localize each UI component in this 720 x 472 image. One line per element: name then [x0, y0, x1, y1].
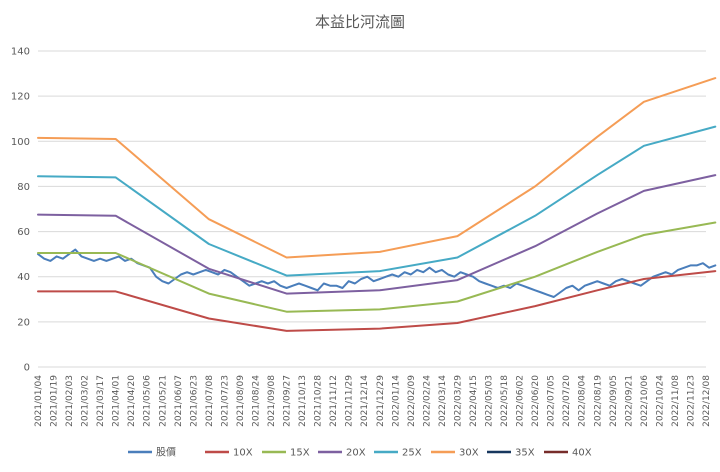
x-tick-label: 2022/05/03 — [485, 375, 495, 427]
y-tick-label: 0 — [24, 363, 30, 374]
x-tick-label: 2021/08/24 — [251, 375, 261, 427]
x-tick-label: 2021/06/07 — [174, 375, 184, 427]
x-tick-label: 2021/10/13 — [298, 375, 308, 427]
x-tick-label: 2021/09/08 — [267, 375, 277, 427]
x-tick-label: 2022/06/20 — [531, 375, 541, 427]
x-tick-label: 2022/12/08 — [702, 375, 712, 427]
x-tick-label: 2021/01/04 — [34, 375, 44, 427]
x-tick-label: 2021/05/21 — [158, 375, 168, 427]
x-tick-label: 2021/10/28 — [314, 375, 324, 427]
legend: 股價 10X 15X 20X 25X 30X 35X 40X — [128, 446, 592, 459]
legend-label: 股價 — [156, 446, 176, 459]
x-tick-label: 2021/12/29 — [376, 375, 386, 427]
x-tick-label: 2022/09/21 — [624, 375, 634, 427]
series-line-2 — [37, 221, 717, 313]
chart-title: 本益比河流圖 — [315, 13, 405, 31]
x-tick-label: 2021/04/20 — [127, 375, 137, 427]
x-tick-label: 2021/03/17 — [96, 375, 106, 427]
series-line-5 — [37, 77, 717, 259]
legend-label: 35X — [515, 448, 535, 459]
x-tick-label: 2022/07/20 — [562, 375, 572, 427]
x-tick-label: 2021/09/27 — [283, 375, 293, 427]
x-tick-label: 2021/08/09 — [236, 375, 246, 427]
y-tick-label: 40 — [17, 272, 30, 283]
x-tick-label: 2021/07/08 — [205, 375, 215, 427]
y-tick-label: 80 — [17, 182, 30, 193]
x-tick-label: 2021/05/06 — [143, 375, 153, 427]
y-axis-ticks: 0 20 40 60 80 100 120 140 — [11, 47, 30, 374]
x-tick-label: 2022/02/24 — [422, 375, 432, 427]
x-tick-label: 2022/11/23 — [686, 375, 696, 427]
x-tick-label: 2022/11/08 — [671, 375, 681, 427]
grid-lines — [38, 50, 706, 368]
x-tick-label: 2022/10/24 — [655, 375, 665, 427]
x-tick-label: 2022/08/19 — [593, 375, 603, 427]
y-tick-label: 140 — [11, 47, 30, 58]
x-tick-label: 2021/01/19 — [50, 375, 60, 427]
x-tick-label: 2021/03/02 — [81, 375, 91, 427]
y-tick-label: 60 — [17, 227, 30, 238]
x-tick-label: 2022/08/04 — [578, 375, 588, 427]
legend-label: 15X — [290, 448, 310, 459]
x-tick-label: 2022/03/14 — [438, 375, 448, 427]
x-tick-label: 2022/06/02 — [516, 375, 526, 427]
x-tick-label: 2021/02/03 — [65, 375, 75, 427]
series-line-3 — [37, 174, 717, 295]
y-tick-label: 100 — [11, 137, 30, 148]
series-line-1 — [37, 270, 717, 332]
y-tick-label: 120 — [11, 92, 30, 103]
legend-label: 25X — [402, 448, 422, 459]
series-lines — [37, 77, 717, 332]
x-tick-label: 2022/07/05 — [547, 375, 557, 427]
x-tick-label: 2022/10/06 — [640, 375, 650, 427]
x-tick-label: 2022/04/15 — [469, 375, 479, 427]
x-tick-label: 2021/12/14 — [360, 375, 370, 427]
legend-label: 10X — [233, 448, 253, 459]
x-tick-label: 2022/03/29 — [453, 375, 463, 427]
x-axis-ticks: 2021/01/04 2021/01/19 2021/02/03 2021/03/02… — [34, 375, 712, 427]
legend-label: 30X — [459, 448, 479, 459]
x-tick-label: 2021/11/12 — [329, 375, 339, 427]
x-tick-label: 2022/02/09 — [407, 375, 417, 427]
y-tick-label: 20 — [17, 317, 30, 328]
x-tick-label: 2022/09/05 — [609, 375, 619, 427]
legend-label: 40X — [572, 448, 592, 459]
x-tick-label: 2021/07/23 — [220, 375, 230, 427]
x-tick-label: 2021/06/23 — [189, 375, 199, 427]
x-tick-label: 2021/11/29 — [345, 375, 355, 427]
x-tick-label: 2022/01/14 — [391, 375, 401, 427]
x-tick-label: 2021/04/01 — [112, 375, 122, 427]
series-line-4 — [37, 125, 717, 277]
legend-label: 20X — [346, 448, 366, 459]
x-tick-label: 2022/05/18 — [500, 375, 510, 427]
